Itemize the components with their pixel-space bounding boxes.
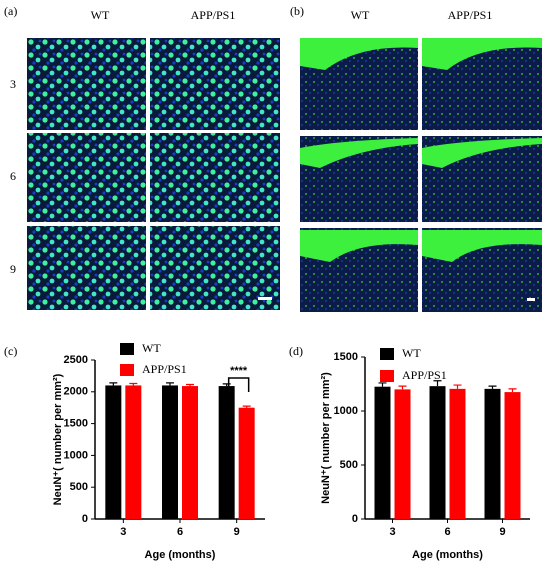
row-label: 6 bbox=[10, 169, 16, 183]
legend-swatch bbox=[380, 370, 394, 382]
error-bar bbox=[488, 385, 497, 389]
error-bar bbox=[453, 384, 462, 389]
x-tick-label: 6 bbox=[444, 526, 450, 538]
micrograph bbox=[27, 38, 146, 130]
y-tick-label: 2500 bbox=[64, 354, 88, 366]
error-bar bbox=[186, 383, 194, 387]
column-header: WT bbox=[91, 8, 110, 22]
y-tick-label: 1000 bbox=[334, 405, 358, 417]
micrographs bbox=[300, 38, 542, 312]
bar bbox=[504, 392, 521, 519]
x-tick-label: 6 bbox=[177, 526, 183, 538]
bar bbox=[394, 389, 411, 519]
y-tick-label: 1000 bbox=[64, 449, 88, 461]
significance-label: **** bbox=[230, 365, 248, 377]
y-tick-label: 0 bbox=[352, 513, 358, 525]
error-bar bbox=[433, 380, 442, 387]
y-axis-label: NeuN⁺( number per mm²) bbox=[52, 373, 64, 505]
x-tick-label: 3 bbox=[389, 526, 395, 538]
bar bbox=[449, 388, 466, 519]
x-axis-label: Age (months) bbox=[145, 549, 216, 561]
column-header: WT bbox=[351, 8, 370, 22]
panel-label: (a) bbox=[4, 4, 17, 18]
x-tick-label: 3 bbox=[120, 526, 126, 538]
legend-label: APP/PS1 bbox=[402, 368, 447, 382]
y-tick-label: 2000 bbox=[64, 386, 88, 398]
row-label: 3 bbox=[10, 77, 16, 91]
y-axis-label: NeuN⁺( number per mm²) bbox=[320, 372, 332, 504]
y-tick-label: 0 bbox=[82, 513, 88, 525]
micrograph bbox=[150, 226, 280, 310]
legend-label: WT bbox=[402, 346, 421, 360]
bar bbox=[374, 386, 391, 519]
y-tick-label: 500 bbox=[70, 481, 88, 493]
legend-label: APP/PS1 bbox=[142, 362, 187, 376]
legend-swatch bbox=[380, 348, 394, 360]
micrograph bbox=[150, 38, 280, 130]
x-axis-label: Age (months) bbox=[412, 549, 483, 561]
y-tick-label: 1500 bbox=[334, 351, 358, 363]
bar bbox=[218, 386, 235, 519]
error-bar bbox=[166, 382, 174, 386]
x-tick-label: 9 bbox=[499, 526, 505, 538]
error-bar bbox=[508, 388, 517, 393]
error-bar bbox=[222, 383, 231, 387]
scale-bar bbox=[258, 297, 272, 300]
micrograph bbox=[150, 133, 280, 222]
bar bbox=[429, 386, 446, 519]
panel-a: (a) WT APP/PS1 3 6 9 bbox=[4, 4, 280, 310]
bar bbox=[162, 385, 178, 519]
bar bbox=[182, 386, 198, 519]
y-tick-label: 1500 bbox=[64, 418, 88, 430]
bar bbox=[105, 385, 122, 519]
column-header: APP/PS1 bbox=[191, 8, 236, 22]
x-tick-label: 9 bbox=[234, 526, 240, 538]
bar bbox=[238, 407, 255, 519]
micrograph bbox=[27, 226, 146, 310]
error-bar bbox=[378, 382, 387, 387]
panel-label: (c) bbox=[4, 344, 17, 358]
y-tick-label: 500 bbox=[340, 459, 358, 471]
legend-label: WT bbox=[142, 341, 161, 355]
column-header: APP/PS1 bbox=[448, 8, 493, 22]
error-bar bbox=[129, 382, 138, 386]
significance-bracket bbox=[227, 377, 250, 392]
micrograph bbox=[27, 133, 146, 222]
error-bar bbox=[398, 385, 407, 390]
error-bar bbox=[242, 405, 251, 408]
row-label: 9 bbox=[10, 262, 16, 276]
panel-b: (b) WT APP/PS1 bbox=[290, 4, 542, 312]
legend-swatch bbox=[120, 343, 134, 355]
bar bbox=[484, 388, 501, 519]
bar bbox=[125, 385, 142, 519]
legend-swatch bbox=[120, 364, 134, 376]
panel-label: (d) bbox=[289, 344, 303, 358]
error-bar bbox=[109, 382, 118, 386]
panel-label: (b) bbox=[290, 4, 304, 18]
